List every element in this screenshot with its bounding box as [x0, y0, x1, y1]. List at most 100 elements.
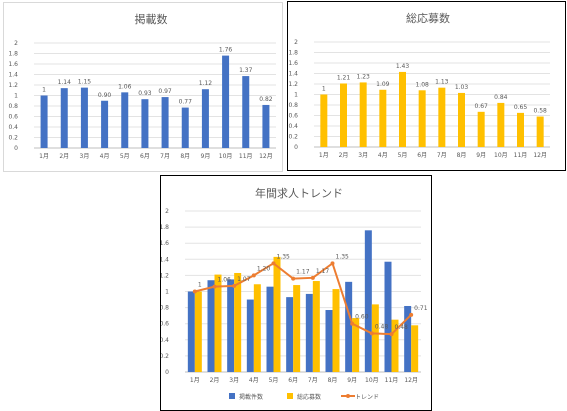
data-label: 1.14 [58, 79, 72, 86]
y-tick-label: 0.4 [161, 337, 169, 344]
x-tick-label: 11月 [385, 377, 399, 384]
data-label: 1.06 [118, 83, 132, 90]
x-tick-label: 6月 [417, 152, 427, 159]
y-tick-label: 0 [14, 145, 18, 152]
bar [253, 284, 261, 372]
data-label: 0.67 [474, 103, 488, 110]
x-tick-label: 5月 [398, 152, 408, 159]
bar [399, 71, 406, 147]
x-tick-label: 10月 [219, 153, 233, 160]
bar [384, 261, 392, 372]
x-tick-label: 1月 [39, 153, 49, 160]
bar [273, 256, 281, 372]
bar [293, 285, 301, 372]
trend-chart-panel: 年間求人トレンド 0 0.2 0.4 0.6 0.8 1 1.2 1.4 1.6 1.8 2 1月 2月 3… [160, 175, 432, 411]
x-tick-label: 8月 [180, 153, 190, 160]
bar [438, 87, 446, 147]
data-label: 0.82 [259, 96, 273, 103]
bar [404, 305, 412, 372]
bar [517, 112, 524, 147]
bar [379, 89, 387, 147]
bar [40, 95, 48, 148]
trend-data-label: 1.17 [316, 268, 330, 275]
bar [371, 304, 379, 372]
x-tick-label: 3月 [80, 153, 90, 160]
data-label: 1.08 [415, 81, 429, 88]
trend-point [330, 261, 335, 266]
x-tick-label: 6月 [288, 377, 298, 384]
bar [458, 92, 465, 147]
x-tick-label: 2月 [59, 153, 69, 160]
bar [364, 230, 372, 372]
trend-point [350, 321, 355, 326]
bar [286, 297, 294, 372]
y-tick-label: 2 [294, 39, 298, 46]
trend-data-label: 0.60 [355, 314, 369, 321]
data-label: 0.97 [158, 88, 172, 95]
trend-point [369, 331, 374, 336]
legend-label: 掲載件数 [239, 393, 263, 401]
trend-point [389, 332, 394, 337]
data-label: 1.21 [337, 74, 351, 81]
x-tick-label: 8月 [457, 152, 467, 159]
x-tick-label: 11月 [514, 152, 528, 159]
trend-data-label: 0.71 [414, 305, 428, 312]
y-tick-label: 2 [165, 208, 169, 215]
y-tick-label: 0.2 [161, 353, 169, 360]
bar [266, 286, 274, 372]
legend-swatch [229, 393, 235, 399]
x-tick-label: 7月 [437, 152, 447, 159]
x-tick-label: 12月 [259, 153, 273, 160]
bar [60, 88, 68, 148]
bar [411, 325, 419, 372]
bar [320, 94, 328, 147]
chart-title: 掲載数 [135, 12, 168, 26]
x-tick-label: 6月 [140, 153, 150, 160]
x-tick-label: 12月 [404, 377, 418, 384]
bar [262, 104, 270, 148]
x-tick-label: 1月 [190, 377, 200, 384]
bar [391, 319, 399, 372]
y-tick-label: 0 [165, 369, 169, 376]
x-tick-label: 4月 [249, 377, 259, 384]
data-label: 1.15 [78, 79, 92, 86]
data-label: 1 [322, 86, 326, 93]
data-label: 0.58 [533, 108, 547, 115]
bar [181, 107, 189, 148]
bar [141, 99, 149, 148]
x-tick-label: 4月 [100, 153, 110, 160]
y-tick-label: 1.2 [161, 272, 169, 279]
trend-point [409, 312, 414, 317]
bar [312, 281, 320, 372]
y-tick-label: 0.6 [161, 321, 169, 328]
bar [536, 116, 544, 147]
data-label: 1.37 [239, 67, 253, 74]
y-tick-label: 1.2 [288, 81, 298, 88]
bar [305, 293, 313, 372]
y-tick-label: 0.6 [8, 114, 18, 121]
chart-title: 総応募数 [406, 11, 450, 25]
trend-data-label: 1 [198, 282, 202, 289]
bar [161, 97, 169, 148]
y-tick-label: 2 [14, 40, 18, 47]
y-tick-label: 1.6 [8, 61, 18, 68]
y-tick-label: 1 [165, 289, 169, 296]
data-label: 0.84 [494, 94, 508, 101]
trend-data-label: 1.20 [257, 265, 271, 272]
x-tick-label: 10月 [365, 377, 379, 384]
bar [80, 87, 88, 148]
legend-label: 総応募数 [297, 393, 321, 401]
y-tick-label: 0.4 [288, 123, 298, 130]
trend-data-label: 1.07 [237, 276, 251, 283]
x-tick-label: 3月 [229, 377, 239, 384]
trend-point [251, 273, 256, 278]
x-tick-label: 10月 [494, 152, 508, 159]
trend-data-label: 1.35 [336, 253, 350, 260]
trend-data-label: 0.48 [375, 323, 389, 330]
x-tick-label: 9月 [347, 377, 357, 384]
y-tick-label: 1.4 [288, 71, 298, 78]
bar [359, 82, 367, 147]
data-label: 1.43 [396, 63, 410, 70]
trend-point [212, 284, 217, 289]
x-tick-label: 5月 [120, 153, 130, 160]
